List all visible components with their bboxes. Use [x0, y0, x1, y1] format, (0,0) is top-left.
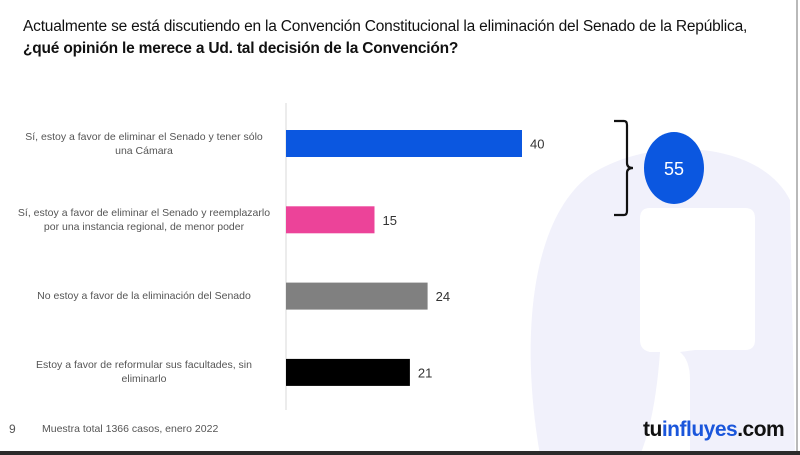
- logo-part-tu: tu: [643, 418, 662, 441]
- bar-2: [286, 206, 375, 234]
- bar-value-label-3: 24: [436, 289, 450, 304]
- chart-title: Actualmente se está discutiendo en la Co…: [23, 16, 793, 60]
- category-label-3: No estoy a favor de la eliminación del S…: [13, 289, 275, 303]
- bar-value-label-1: 40: [530, 137, 544, 152]
- bar-4: [286, 358, 410, 386]
- bar-value-label-4: 21: [418, 365, 432, 380]
- page-number: 9: [9, 422, 16, 436]
- total-circle: [644, 132, 704, 204]
- category-label-line: una Cámara: [115, 144, 173, 157]
- title-line-2: ¿qué opinión le merece a Ud. tal decisió…: [23, 40, 459, 57]
- category-label-line: Sí, estoy a favor de eliminar el Senado …: [17, 206, 271, 219]
- bar-1: [286, 130, 522, 157]
- category-label-line: Sí, estoy a favor de eliminar el Senado …: [25, 130, 263, 143]
- frame-bottom-border: [0, 451, 800, 455]
- category-label-line: Estoy a favor de reformular sus facultad…: [36, 359, 252, 372]
- bar-3: [286, 282, 428, 310]
- category-label-2: Sí, estoy a favor de eliminar el Senado …: [13, 206, 275, 234]
- bar-value-label-2: 15: [383, 213, 397, 228]
- logo-part-influyes: influyes: [661, 418, 738, 441]
- frame-right-border: [796, 0, 798, 455]
- sample-note: Muestra total 1366 casos, enero 2022: [42, 423, 219, 435]
- category-label-line: por una instancia regional, de menor pod…: [43, 220, 245, 233]
- group-bracket: [614, 119, 634, 217]
- category-label-4: Estoy a favor de reformular sus facultad…: [13, 358, 275, 386]
- logo-part-com: .com: [737, 418, 785, 441]
- category-label-1: Sí, estoy a favor de eliminar el Senado …: [13, 130, 275, 158]
- category-label-line: eliminarlo: [121, 373, 167, 386]
- brand-logo: tuinfluyes.com: [643, 418, 785, 442]
- title-line-1: Actualmente se está discutiendo en la Co…: [23, 18, 748, 35]
- category-label-line: No estoy a favor de la eliminación del S…: [37, 290, 251, 303]
- total-circle-label: 55: [664, 159, 684, 179]
